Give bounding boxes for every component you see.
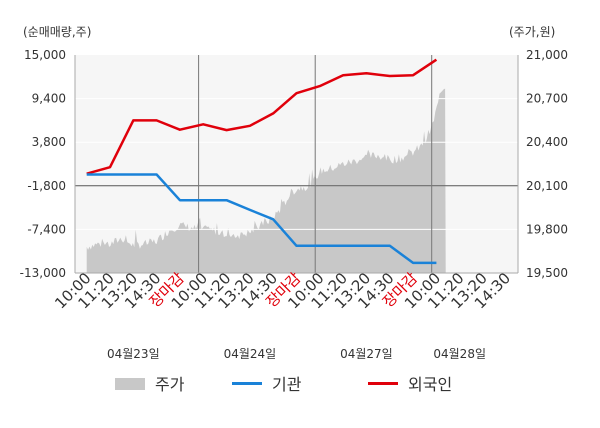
left-tick-label: 9,400 xyxy=(32,92,66,106)
left-tick-label: 15,000 xyxy=(24,48,66,62)
left-axis-unit: (순매매량,주) xyxy=(23,25,91,39)
legend-swatch-foreign xyxy=(368,382,398,385)
legend: 주가 기관 외국인 xyxy=(115,375,452,394)
legend-label: 외국인 xyxy=(408,375,452,394)
right-tick-label: 19,500 xyxy=(526,266,568,280)
legend-label: 기관 xyxy=(272,375,302,394)
left-tick-label: -7,400 xyxy=(27,222,66,236)
legend-label: 주가 xyxy=(155,375,185,394)
legend-swatch-price xyxy=(115,378,145,390)
right-tick-label: 21,000 xyxy=(526,48,568,62)
price-area-layer xyxy=(86,88,446,273)
right-axis-unit: (주가,원) xyxy=(509,25,555,39)
right-tick-label: 20,400 xyxy=(526,135,568,149)
series-lines-layer xyxy=(86,58,438,265)
date-label: 04월28일 xyxy=(433,347,486,361)
series-line-foreign xyxy=(86,58,438,175)
legend-swatch-institution xyxy=(232,382,262,385)
date-label: 04월24일 xyxy=(224,347,277,361)
date-label: 04월27일 xyxy=(340,347,393,361)
left-tick-label: 3,800 xyxy=(32,135,66,149)
right-tick-label: 19,800 xyxy=(526,222,568,236)
date-label: 04월23일 xyxy=(107,347,160,361)
left-tick-label: -1,800 xyxy=(27,179,66,193)
price-area-path xyxy=(86,88,446,273)
left-tick-label: -13,000 xyxy=(20,266,66,280)
right-tick-label: 20,700 xyxy=(526,92,568,106)
series-line-institution xyxy=(86,173,437,265)
right-tick-label: 20,100 xyxy=(526,179,568,193)
grid-layer xyxy=(75,55,518,273)
axes-layer: 15,000 9,400 3,800 -1,800 -7,400 -13,000 21,00… xyxy=(20,48,568,361)
